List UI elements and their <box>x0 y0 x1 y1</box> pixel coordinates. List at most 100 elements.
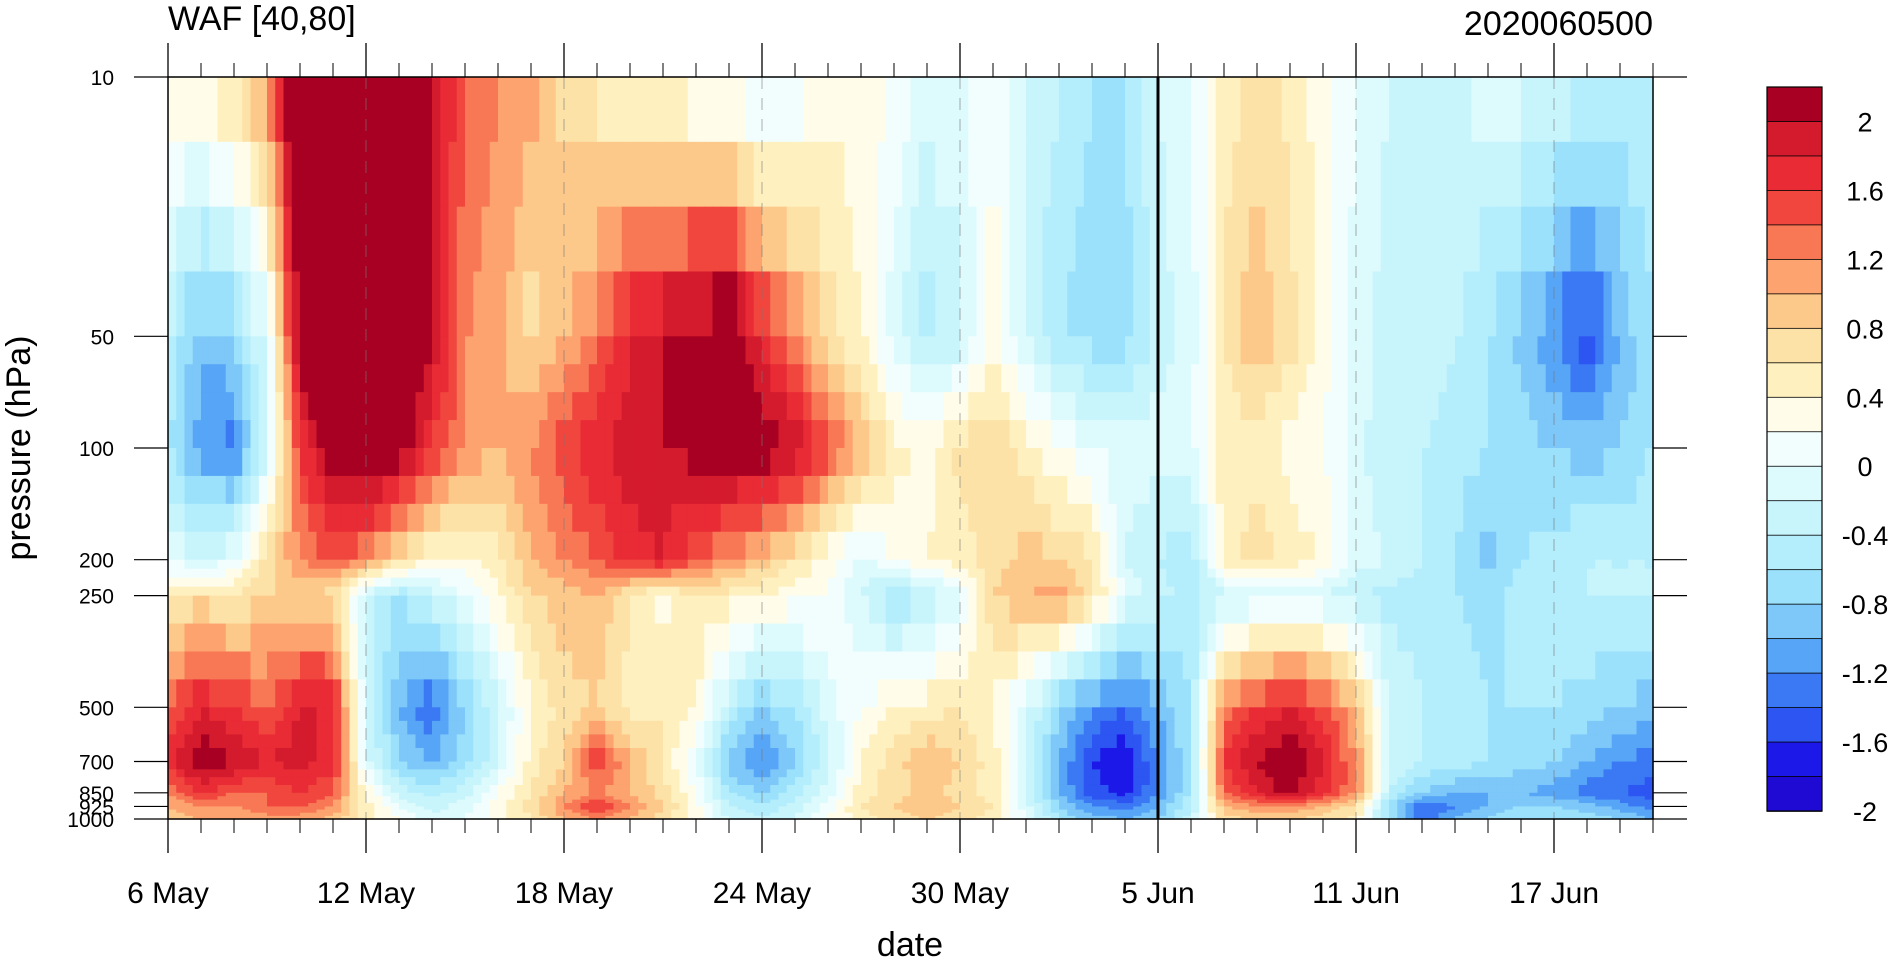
heat-cell <box>1034 623 1044 653</box>
heat-cell <box>250 503 260 533</box>
heat-cell <box>943 206 953 273</box>
heat-cell <box>1116 141 1126 208</box>
heat-cell <box>1587 623 1596 653</box>
heat-cell <box>481 761 491 770</box>
heat-cell <box>588 720 598 736</box>
heat-cell <box>1636 206 1646 273</box>
heat-cell <box>1430 336 1440 365</box>
heat-cell <box>1257 475 1266 505</box>
heat-cell <box>1281 336 1291 365</box>
heat-cell <box>1644 531 1654 561</box>
heat-cell <box>762 720 771 736</box>
heat-cell <box>341 206 351 273</box>
heat-cell <box>1240 559 1250 570</box>
heat-cell <box>960 503 969 533</box>
heat-cell <box>687 761 697 770</box>
heat-cell <box>704 623 714 653</box>
heat-cell <box>762 364 771 393</box>
heat-cell <box>1562 734 1572 749</box>
heat-cell <box>762 271 771 337</box>
heat-cell <box>184 503 194 533</box>
heat-cell <box>1521 503 1530 533</box>
heat-cell <box>1611 475 1621 505</box>
heat-cell <box>308 559 318 570</box>
heat-cell <box>663 586 672 597</box>
heat-cell <box>1529 577 1539 588</box>
heat-cell <box>1009 503 1019 533</box>
heat-cell <box>1595 559 1605 570</box>
heat-cell <box>300 769 309 778</box>
heat-cell <box>1446 420 1456 449</box>
heat-cell <box>1232 595 1242 625</box>
heat-cell <box>1149 364 1159 393</box>
heat-cell <box>258 271 268 337</box>
heat-cell <box>176 206 186 273</box>
heat-cell <box>1009 568 1019 579</box>
heat-cell <box>630 448 639 477</box>
heat-cell <box>341 559 351 570</box>
heat-cell <box>638 777 648 786</box>
heat-cell <box>168 623 177 653</box>
heat-cell <box>786 475 796 505</box>
heat-cell <box>1141 769 1151 778</box>
heat-cell <box>555 392 565 421</box>
heat-cell <box>836 392 846 421</box>
heat-cell <box>1166 577 1176 588</box>
heat-cell <box>481 531 491 561</box>
heat-cell <box>1397 720 1407 736</box>
heat-cell <box>1537 420 1547 449</box>
heat-cell <box>547 77 557 143</box>
heat-cell <box>704 761 714 770</box>
heat-cell <box>555 559 565 570</box>
heat-cell <box>217 503 227 533</box>
heat-cell <box>555 531 565 561</box>
heat-cell <box>1422 784 1431 794</box>
heat-cell <box>564 707 573 722</box>
heat-cell <box>366 734 375 749</box>
heat-cell <box>341 747 351 763</box>
heat-cell <box>1149 271 1159 337</box>
heat-cell <box>976 595 986 625</box>
heat-cell <box>1306 420 1316 449</box>
heat-cell <box>638 531 648 561</box>
heat-cell <box>1644 271 1654 337</box>
heat-cell <box>1496 475 1506 505</box>
heat-cell <box>811 568 821 579</box>
heat-cell <box>654 651 664 680</box>
heat-cell <box>1479 568 1489 579</box>
heat-cell <box>935 77 945 143</box>
heat-cell <box>1232 747 1242 763</box>
heat-cell <box>1133 777 1143 786</box>
heat-cell <box>960 720 969 736</box>
heat-cell <box>1191 503 1200 533</box>
heat-cell <box>1446 651 1456 680</box>
heat-cell <box>1199 707 1209 722</box>
heat-cell <box>737 747 747 763</box>
heat-cell <box>1488 531 1497 561</box>
heat-cell <box>473 420 483 449</box>
heat-cell <box>1636 141 1646 208</box>
heat-cell <box>1290 568 1299 579</box>
heat-cell <box>1034 747 1044 763</box>
heat-cell <box>1290 734 1299 749</box>
heat-cell <box>1092 707 1101 722</box>
heat-cell <box>1240 568 1250 579</box>
heat-cell <box>1471 707 1481 722</box>
heat-cell <box>234 336 243 365</box>
heat-cell <box>753 651 763 680</box>
heat-cell <box>1595 475 1605 505</box>
heat-cell <box>1463 420 1473 449</box>
heat-cell <box>630 623 639 653</box>
heat-cell <box>234 734 243 749</box>
heat-cell <box>531 420 540 449</box>
heat-cell <box>1281 271 1291 337</box>
heat-cell <box>225 568 235 579</box>
heat-cell <box>1504 568 1514 579</box>
heat-cell <box>1570 475 1580 505</box>
heat-cell <box>1554 651 1563 680</box>
heat-cell <box>283 392 293 421</box>
heat-cell <box>366 420 375 449</box>
heat-cell <box>819 720 829 736</box>
heat-cell <box>382 777 392 786</box>
heat-cell <box>366 448 375 477</box>
